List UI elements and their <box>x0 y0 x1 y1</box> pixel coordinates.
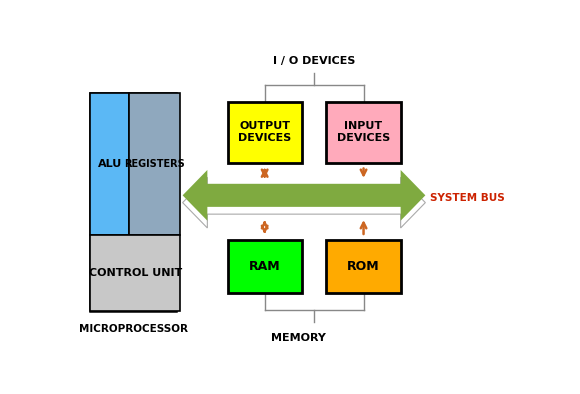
Bar <box>90 93 129 235</box>
Bar <box>90 93 176 311</box>
Bar <box>327 240 401 293</box>
Bar <box>327 102 401 163</box>
Polygon shape <box>183 177 425 228</box>
Bar <box>227 240 302 293</box>
Text: MICROPROCESSOR: MICROPROCESSOR <box>79 324 188 335</box>
Text: REGISTERS: REGISTERS <box>124 159 185 169</box>
Text: CONTROL UNIT: CONTROL UNIT <box>89 268 182 278</box>
Text: OUTPUT
DEVICES: OUTPUT DEVICES <box>238 121 291 143</box>
Text: I / O DEVICES: I / O DEVICES <box>273 56 356 66</box>
Text: INPUT
DEVICES: INPUT DEVICES <box>337 121 390 143</box>
Text: SYSTEM BUS: SYSTEM BUS <box>430 193 505 203</box>
Bar <box>227 102 302 163</box>
Text: RAM: RAM <box>249 260 281 273</box>
Polygon shape <box>183 170 425 221</box>
Text: MEMORY: MEMORY <box>271 333 325 343</box>
Text: ROM: ROM <box>347 260 380 273</box>
Text: ALU: ALU <box>97 159 122 169</box>
Bar <box>129 93 180 235</box>
Bar <box>90 235 180 311</box>
